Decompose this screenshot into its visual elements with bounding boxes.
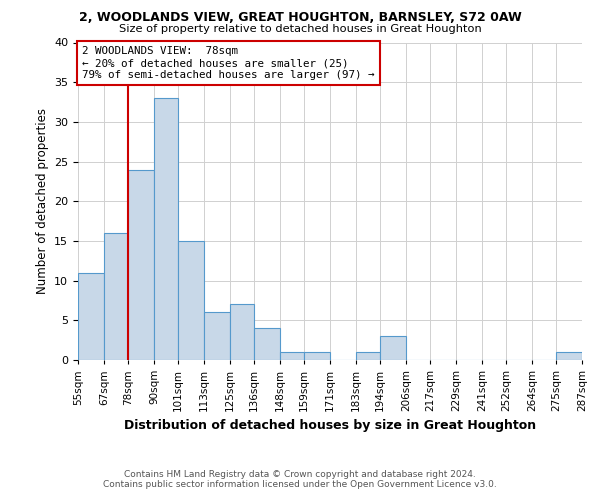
Bar [356,352,380,360]
X-axis label: Distribution of detached houses by size in Great Houghton: Distribution of detached houses by size … [124,420,536,432]
Bar [78,272,104,360]
Bar [104,233,128,360]
Bar [556,352,582,360]
Bar [304,352,330,360]
Text: 2, WOODLANDS VIEW, GREAT HOUGHTON, BARNSLEY, S72 0AW: 2, WOODLANDS VIEW, GREAT HOUGHTON, BARNS… [79,11,521,24]
Bar [280,352,304,360]
Text: Size of property relative to detached houses in Great Houghton: Size of property relative to detached ho… [119,24,481,34]
Bar [154,98,178,360]
Text: Contains HM Land Registry data © Crown copyright and database right 2024.
Contai: Contains HM Land Registry data © Crown c… [103,470,497,489]
Bar [380,336,406,360]
Text: 2 WOODLANDS VIEW:  78sqm
← 20% of detached houses are smaller (25)
79% of semi-d: 2 WOODLANDS VIEW: 78sqm ← 20% of detache… [82,46,375,80]
Bar [254,328,280,360]
Bar [178,241,204,360]
Bar [230,304,254,360]
Y-axis label: Number of detached properties: Number of detached properties [35,108,49,294]
Bar [204,312,230,360]
Bar [128,170,154,360]
